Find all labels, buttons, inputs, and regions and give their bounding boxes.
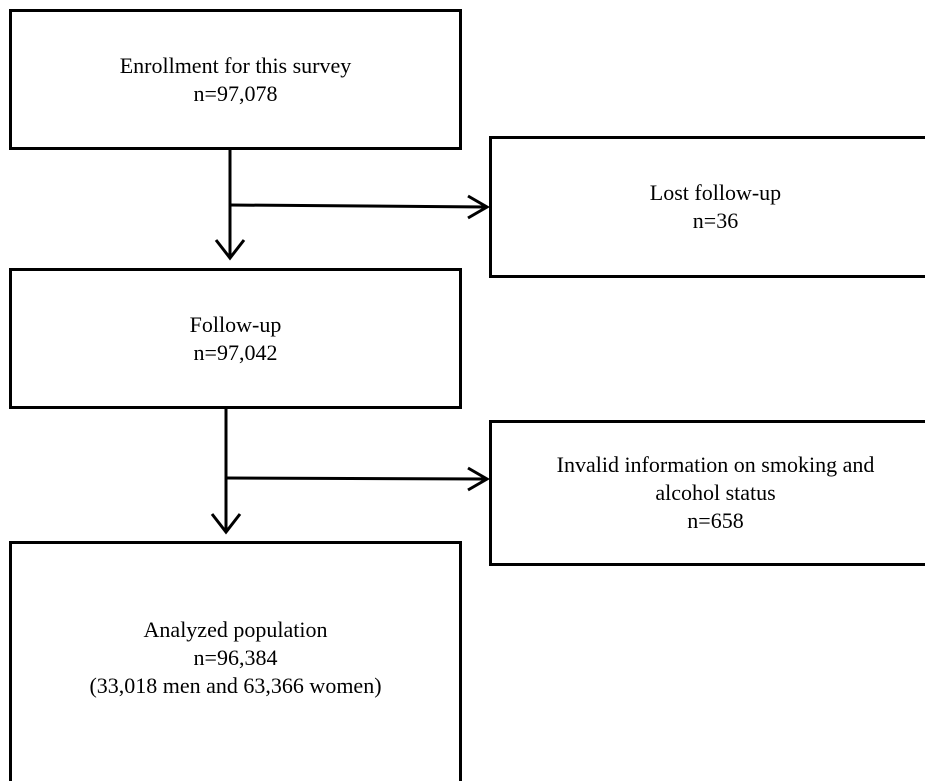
arrowhead-lost-followup — [467, 194, 490, 220]
analyzed-title: Analyzed population — [143, 617, 328, 642]
analyzed-breakdown: (33,018 men and 63,366 women) — [89, 673, 382, 698]
lost-followup-title: Lost follow-up — [649, 180, 782, 205]
analyzed-count: n=96,384 — [193, 645, 278, 670]
invalid-title-line1: Invalid information on smoking and — [556, 452, 875, 477]
invalid-count: n=658 — [687, 508, 744, 533]
invalid-title-line2: alcohol status — [655, 480, 776, 505]
connector-to-invalid — [225, 476, 488, 481]
invalid-info-box: Invalid information on smoking and alcoh… — [489, 420, 925, 566]
analyzed-population-box: Analyzed population n=96,384 (33,018 men… — [9, 541, 462, 781]
followup-box: Follow-up n=97,042 — [9, 268, 462, 409]
arrowhead-followup — [214, 239, 246, 261]
enrollment-count: n=97,078 — [193, 80, 278, 106]
enrollment-title: Enrollment for this survey — [119, 52, 352, 78]
followup-title: Follow-up — [189, 311, 282, 337]
connector-to-lost-followup — [229, 203, 488, 209]
followup-count: n=97,042 — [193, 339, 278, 365]
enrollment-box: Enrollment for this survey n=97,078 — [9, 9, 462, 150]
arrowhead-invalid — [467, 466, 490, 492]
arrowhead-analyzed — [210, 513, 242, 535]
lost-followup-count: n=36 — [692, 208, 739, 233]
lost-followup-box: Lost follow-up n=36 — [489, 136, 925, 278]
